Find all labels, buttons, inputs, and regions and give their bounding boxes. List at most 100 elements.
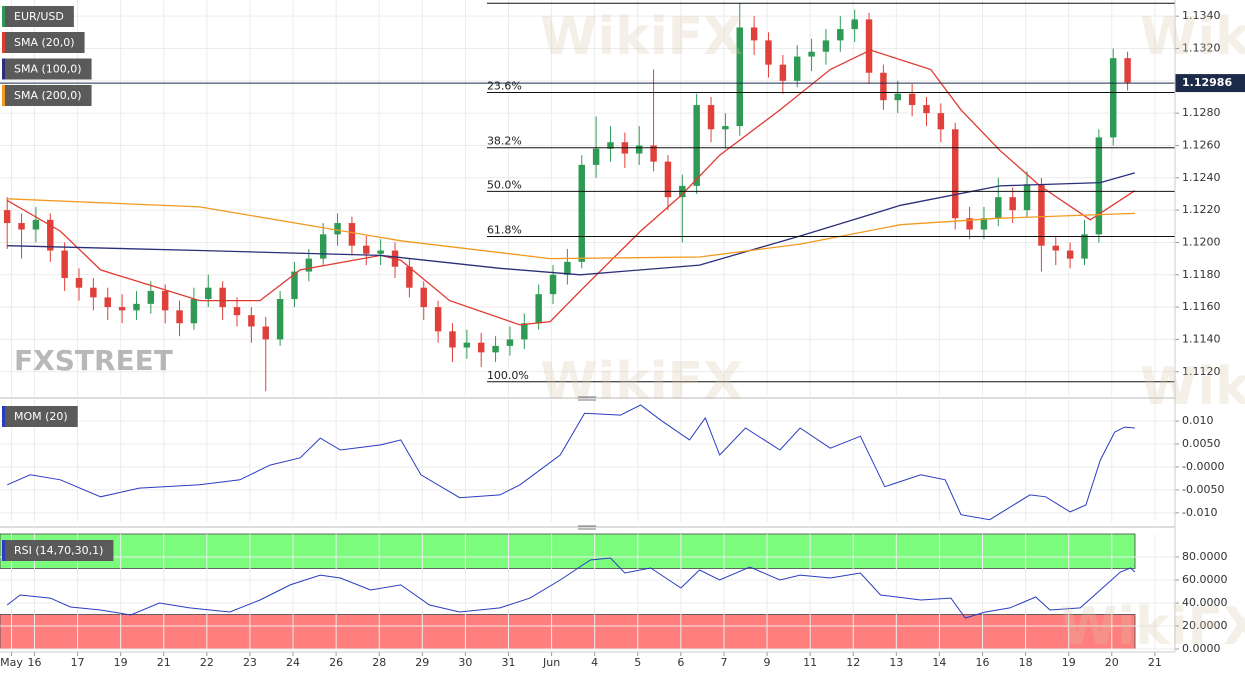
- candle-body: [492, 345, 499, 353]
- candle-body: [722, 126, 729, 130]
- x-tick-label: 11: [803, 656, 817, 669]
- legend-swatch: [2, 406, 5, 427]
- candle-body: [506, 339, 514, 346]
- candle-body: [291, 271, 298, 300]
- y-tick-label: 1.1140: [1182, 332, 1221, 345]
- candle-body: [3, 210, 11, 224]
- watermark: WikiFX: [540, 352, 743, 412]
- x-tick-label: 22: [200, 656, 214, 669]
- x-tick-label: 13: [889, 656, 903, 669]
- x-tick-label: 18: [1019, 656, 1033, 669]
- legend-swatch: [2, 85, 5, 106]
- legend-box: [2, 6, 74, 27]
- candle-body: [18, 223, 25, 230]
- legend-label: MOM (20): [14, 410, 68, 423]
- legend-box: [2, 58, 92, 80]
- legend-swatch: [2, 6, 5, 27]
- candle-body: [664, 161, 672, 198]
- candle-body: [564, 261, 571, 275]
- candle-body: [75, 278, 83, 288]
- y-tick-label: -0.010: [1182, 506, 1217, 519]
- watermark: WikiFX: [1140, 357, 1245, 417]
- legend-item: SMA (20,0): [2, 32, 85, 53]
- x-tick-label: 4: [591, 656, 598, 669]
- candle-body: [1009, 197, 1016, 211]
- candle-body: [32, 219, 40, 230]
- candle-body: [822, 40, 830, 52]
- candle-body: [851, 19, 858, 30]
- candle-body: [334, 223, 341, 235]
- candle-body: [894, 93, 902, 101]
- sma-line: [7, 172, 1135, 276]
- legend-box: [2, 32, 85, 53]
- y-tick-label: 20.0000: [1182, 619, 1228, 632]
- candle-body: [90, 287, 97, 298]
- x-tick-label: Jun: [542, 656, 560, 669]
- watermark: WikiFX: [1140, 7, 1245, 67]
- candle-body: [966, 218, 973, 230]
- y-tick-label: 1.1120: [1182, 365, 1221, 378]
- x-tick-label: 31: [501, 656, 515, 669]
- candle-body: [449, 331, 456, 348]
- candle-body: [837, 29, 844, 41]
- candle-body: [147, 290, 155, 304]
- y-tick-label: 1.1260: [1182, 138, 1221, 151]
- rsi-band: [0, 614, 1136, 650]
- candle-body: [592, 148, 600, 165]
- fib-label: 61.8%: [487, 223, 522, 236]
- sma-line: [6, 49, 1136, 326]
- y-tick-label: 1.1160: [1182, 300, 1221, 313]
- legend-item: EUR/USD: [2, 6, 74, 27]
- legend-swatch: [2, 58, 5, 80]
- candle-body: [463, 342, 471, 348]
- candle-body: [219, 287, 226, 308]
- candle-body: [549, 274, 557, 295]
- candle-body: [363, 245, 370, 254]
- y-tick-label: 1.1340: [1182, 9, 1221, 22]
- candle-body: [650, 145, 657, 162]
- fxstreet-logo: FXSTREET: [14, 344, 173, 377]
- y-tick-label: -0.0050: [1182, 483, 1224, 496]
- candle-body: [607, 142, 614, 149]
- legend-label: SMA (20,0): [14, 36, 75, 49]
- y-tick-label: 1.1320: [1182, 41, 1221, 54]
- legend-item: SMA (100,0): [2, 58, 92, 80]
- legend-swatch: [2, 540, 5, 561]
- candle-body: [233, 307, 241, 316]
- x-tick-label: 16: [976, 656, 990, 669]
- x-tick-label: 19: [114, 656, 128, 669]
- fib-label: 100.0%: [487, 369, 529, 382]
- candle-body: [248, 315, 255, 327]
- last-price-label: 1.12986: [1182, 76, 1232, 89]
- candle-body: [750, 27, 758, 41]
- candle-body: [535, 294, 542, 324]
- x-tick-label: May: [0, 656, 23, 669]
- candle-body: [808, 51, 815, 57]
- y-tick-label: 40.0000: [1182, 596, 1228, 609]
- candle-body: [305, 258, 313, 272]
- x-tick-label: 19: [1062, 656, 1076, 669]
- candle-body: [118, 307, 126, 311]
- candle-body: [1038, 184, 1045, 246]
- candle-body: [995, 197, 1002, 219]
- candle-body: [47, 219, 54, 251]
- x-tick-label: 24: [286, 656, 300, 669]
- watermark: WikiFX: [540, 7, 743, 67]
- candle-body: [161, 290, 169, 311]
- x-tick-label: 20: [1105, 656, 1119, 669]
- candle-body: [348, 223, 356, 246]
- legend-box: [2, 85, 92, 106]
- legend-item: MOM (20): [2, 406, 78, 427]
- candle-body: [1023, 184, 1031, 211]
- last-price-box: [1175, 74, 1245, 93]
- legend-label: SMA (200,0): [14, 89, 82, 102]
- candle-body: [736, 27, 743, 127]
- x-tick-label: 7: [720, 656, 727, 669]
- y-tick-label: -0.0000: [1182, 460, 1224, 473]
- x-tick-label: 5: [634, 656, 641, 669]
- x-tick-label: 21: [1148, 656, 1162, 669]
- candle-body: [377, 250, 384, 254]
- candle-body: [908, 93, 916, 106]
